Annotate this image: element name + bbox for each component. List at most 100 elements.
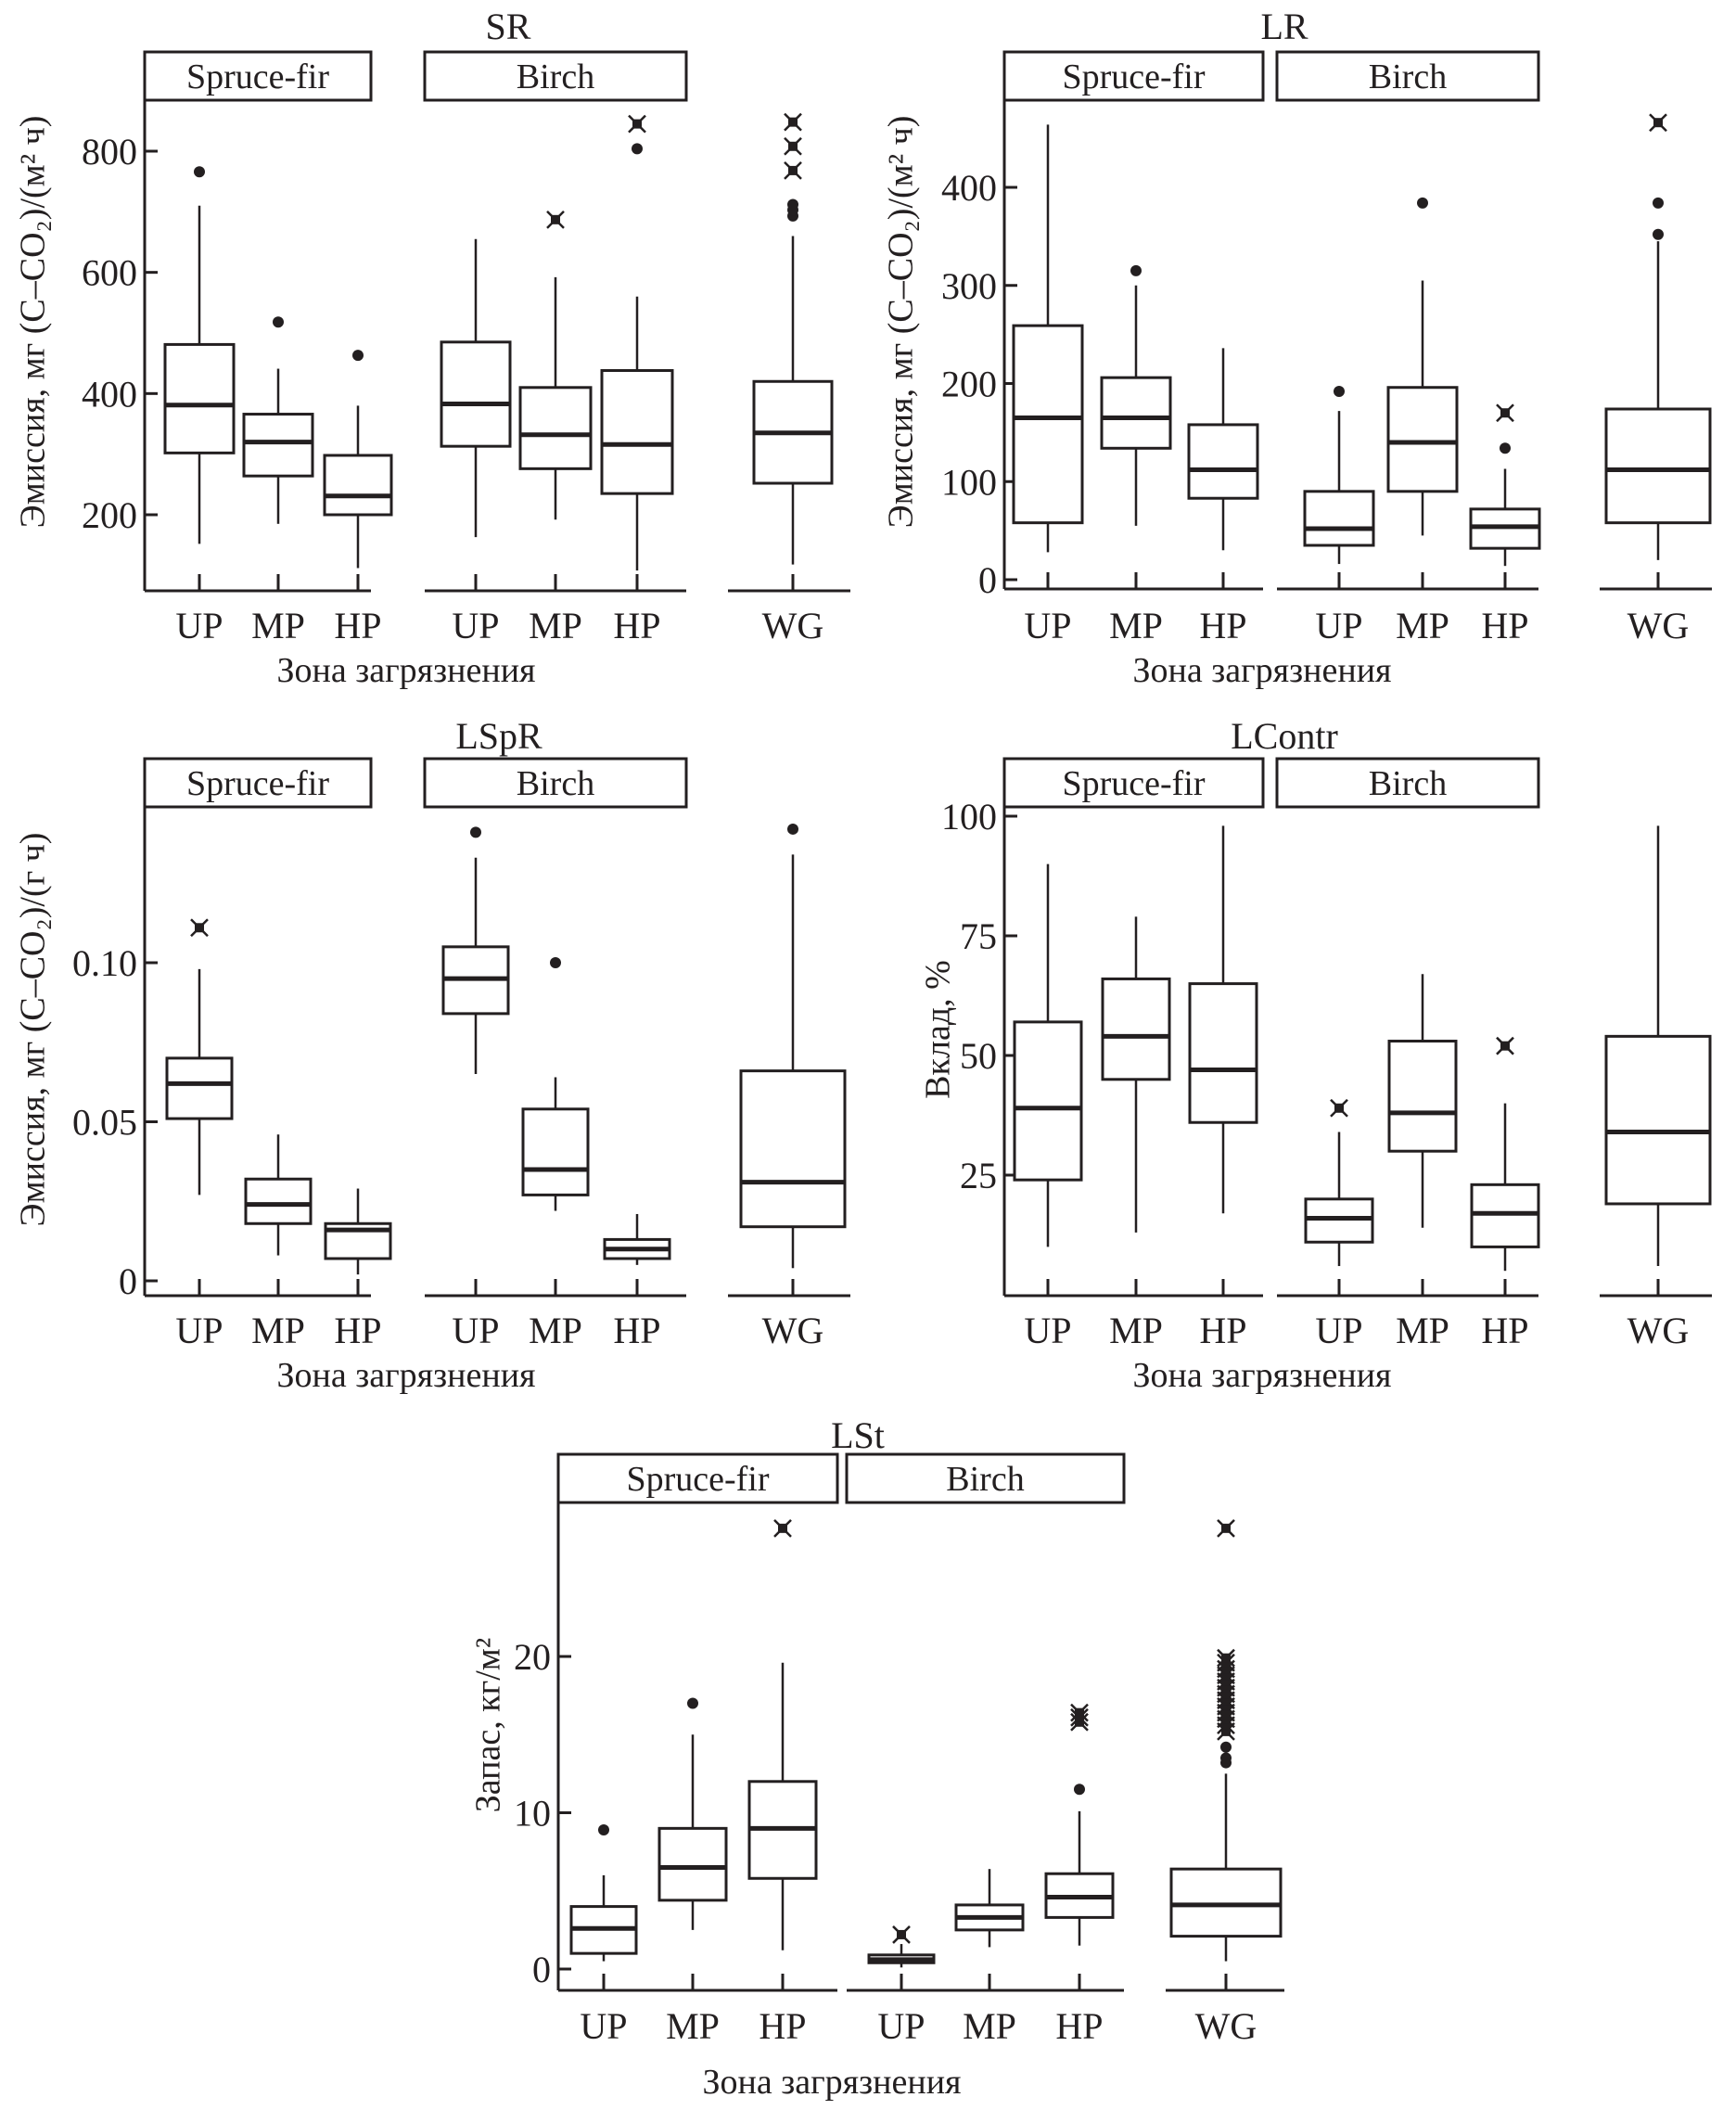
x-tick-label: MP [251, 605, 305, 646]
strip-label: Birch [517, 764, 594, 803]
box-iqr [242, 413, 314, 478]
x-tick-label: HP [1199, 605, 1246, 646]
extreme-point [1070, 1712, 1089, 1732]
box-iqr [1169, 1867, 1283, 1938]
y-axis-label: Эмиссия, мг (C–CO₂)/(м² ч) [13, 116, 52, 529]
extreme-square [788, 117, 798, 127]
x-tick-label: WG [762, 605, 824, 646]
extreme-square [1221, 1714, 1231, 1724]
extreme-square [1221, 1676, 1231, 1686]
x-tick-label: HP [613, 1310, 660, 1351]
group-wg: WG [1600, 113, 1712, 646]
group-spruce-fir: Spruce-fir UP MP HP [143, 757, 392, 1351]
y-tick-label: 20 [514, 1636, 551, 1678]
panel-title: LSpR [455, 715, 542, 757]
x-tick-label: WG [1628, 1310, 1690, 1351]
y-axis-label: Эмиссия, мг (C–CO₂)/(г ч) [13, 833, 52, 1227]
box-mp: MP [1101, 916, 1171, 1351]
extreme-square [632, 119, 642, 129]
extreme-square [1221, 1726, 1231, 1736]
box-hp: HP [747, 1518, 818, 2047]
x-axis-label: Зона загрязнения [1132, 651, 1391, 690]
box-up: UP [165, 918, 234, 1351]
box-up: UP [1303, 385, 1375, 646]
x-tick-label: UP [580, 2005, 627, 2047]
strip-box [423, 50, 688, 102]
extreme-square [1221, 1523, 1231, 1533]
extreme-square [1221, 1682, 1231, 1693]
x-tick-label: WG [1628, 605, 1690, 646]
extreme-point [546, 210, 565, 229]
extreme-point [773, 1518, 792, 1538]
outlier-point [352, 350, 364, 362]
group-birch: Birch UP MP HP [1275, 50, 1541, 646]
extreme-square [897, 1929, 906, 1939]
box-wg: WG [1169, 1518, 1283, 2047]
extreme-square [1500, 408, 1510, 418]
box-iqr [1386, 386, 1459, 493]
extreme-square [1221, 1670, 1231, 1681]
group-spruce-fir: Spruce-fir UP MP HP [143, 50, 393, 646]
x-tick-label: MP [963, 2005, 1016, 2047]
box-wg: WG [752, 112, 834, 646]
box-mp: MP [242, 316, 314, 646]
y-tick-label: 0 [978, 559, 997, 601]
box-iqr [1604, 1034, 1712, 1206]
y-tick-label: 0.10 [72, 942, 137, 984]
x-tick-label: MP [1109, 605, 1163, 646]
strip-box [845, 1452, 1126, 1504]
x-tick-label: UP [877, 2005, 925, 2047]
box-iqr [1100, 376, 1172, 450]
x-axis-label: Зона загрязнения [276, 651, 535, 690]
x-tick-label: WG [762, 1310, 824, 1351]
box-up: UP [1012, 124, 1084, 646]
box-iqr [657, 1826, 728, 1902]
strip-label: Spruce-fir [186, 58, 329, 96]
extreme-square [1221, 1664, 1231, 1674]
x-axis-label: Зона загрязнения [276, 1356, 535, 1395]
strip-label: Spruce-fir [1062, 764, 1205, 803]
outlier-point [273, 316, 284, 328]
extreme-square [1221, 1695, 1231, 1706]
box-iqr [323, 454, 393, 517]
x-tick-label: HP [613, 605, 660, 646]
box-iqr [739, 1069, 847, 1229]
x-tick-label: UP [1315, 605, 1362, 646]
x-tick-label: HP [1055, 2005, 1103, 2047]
panel-title: LR [1260, 6, 1308, 47]
outlier-point [194, 166, 205, 178]
y-tick-label: 75 [960, 915, 997, 957]
x-tick-label: MP [1396, 605, 1449, 646]
extreme-point [1217, 1518, 1235, 1538]
box-hp: HP [1187, 348, 1259, 646]
strip-label: Spruce-fir [1062, 58, 1205, 96]
box-wg: WG [739, 823, 847, 1351]
extreme-point [1496, 403, 1514, 423]
x-tick-label: WG [1195, 2005, 1257, 2047]
group-birch: Birch UP MP HP [1275, 757, 1540, 1351]
y-tick-label: 600 [82, 252, 137, 294]
y-tick-label: 0.05 [72, 1102, 137, 1144]
extreme-square [1334, 1103, 1344, 1113]
box-iqr [518, 386, 593, 470]
x-tick-label: HP [1481, 1310, 1528, 1351]
extreme-square [1075, 1717, 1084, 1727]
outlier-point [1500, 442, 1511, 454]
strip-box [1002, 50, 1265, 102]
extreme-point [1649, 113, 1667, 133]
outlier-point [1130, 264, 1142, 276]
box-iqr [440, 340, 512, 448]
box-hp: HP [1469, 403, 1541, 646]
outlier-point [1074, 1784, 1085, 1796]
extreme-square [788, 165, 798, 175]
extreme-square [1075, 1707, 1084, 1718]
strip-label: Birch [517, 58, 594, 96]
x-tick-label: MP [251, 1310, 305, 1351]
group-birch: Birch UP MP HP [423, 50, 688, 646]
group-wg: WG [1600, 825, 1712, 1351]
panel-lspr: LSpR 0 0.05 0.10 Эмиссия, мг (C–CO₂)/(г ч) Sp… [13, 715, 850, 1395]
box-iqr [1304, 1197, 1374, 1244]
box-mp: MP [954, 1869, 1025, 2047]
group-spruce-fir: Spruce-fir UP MP HP [556, 1452, 839, 2047]
